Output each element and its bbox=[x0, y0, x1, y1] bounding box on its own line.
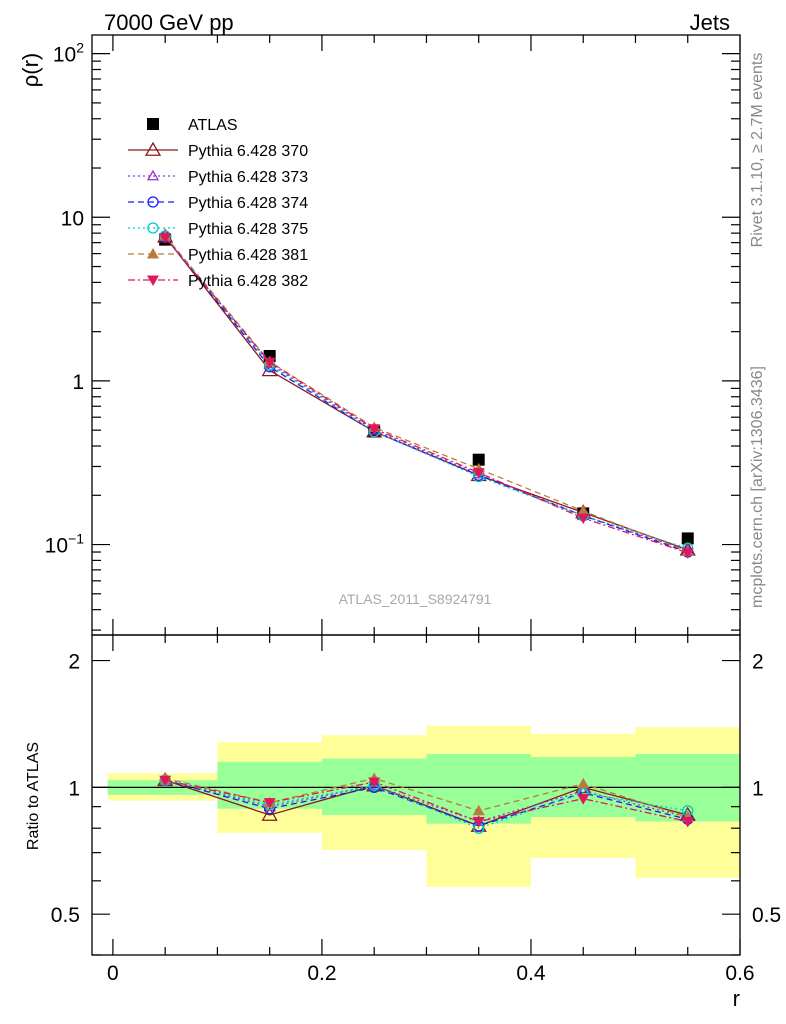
main-axes-group: 10−1 1 10 102 bbox=[45, 35, 741, 635]
ratio-point-pythia-6-428-382 bbox=[577, 794, 590, 805]
legend-label-pythia-6-428-381: Pythia 6.428 381 bbox=[188, 247, 308, 264]
ratio-x-tick-label: 0 bbox=[107, 962, 119, 985]
ratio-y-tick-label: 2 bbox=[68, 651, 80, 674]
ratio-x-tick-label: 0.6 bbox=[725, 962, 754, 985]
ratio-series-group bbox=[157, 771, 696, 834]
main-line-pythia-6-428-375 bbox=[164, 235, 688, 549]
legend-marker-pythia-6-428-374 bbox=[147, 196, 159, 208]
main-y-axis-label: ρ(r) bbox=[18, 53, 43, 88]
legend-marker-pythia-6-428-381 bbox=[147, 248, 159, 259]
main-point-pythia-6-428-382 bbox=[681, 548, 694, 559]
legend-marker-atlas bbox=[147, 118, 159, 130]
legend-entry-pythia-6-428-382: Pythia 6.428 382 bbox=[128, 273, 308, 290]
legend-marker-pythia-6-428-370 bbox=[144, 141, 162, 156]
legend-label-pythia-6-428-382: Pythia 6.428 382 bbox=[188, 273, 308, 290]
legend-entry-pythia-6-428-381: Pythia 6.428 381 bbox=[128, 247, 308, 264]
main-point-pythia-6-428-382 bbox=[472, 468, 485, 479]
analysis-watermark: ATLAS_2011_S8924791 bbox=[339, 591, 492, 607]
legend-marker-pythia-6-428-382 bbox=[147, 275, 159, 286]
ratio-y-tick-label-right: 0.5 bbox=[752, 904, 781, 927]
main-line-pythia-6-428-382 bbox=[164, 237, 688, 554]
main-point-pythia-6-428-382 bbox=[368, 424, 381, 435]
ratio-line-pythia-6-428-370 bbox=[164, 779, 688, 827]
legend-label-atlas: ATLAS bbox=[188, 117, 238, 134]
ratio-x-tick-label: 0.2 bbox=[307, 962, 336, 985]
ratio-point-pythia-6-428-381 bbox=[577, 777, 590, 789]
main-point-pythia-6-428-381 bbox=[577, 505, 590, 516]
main-series-group bbox=[157, 228, 696, 559]
main-y-tick-label: 10 bbox=[61, 207, 84, 230]
ratio-axes-group: 0.5 0.5 1 1 2 2 0 0.2 0.4 0.6 bbox=[51, 635, 781, 985]
ratio-point-pythia-6-428-382 bbox=[472, 816, 485, 828]
main-line-pythia-6-428-374 bbox=[164, 236, 688, 553]
ratio-point-pythia-6-428-382 bbox=[368, 777, 381, 788]
header-left: 7000 GeV pp bbox=[104, 10, 234, 35]
ratio-x-tick-label: 0.4 bbox=[516, 962, 546, 985]
ratio-point-pythia-6-428-370 bbox=[261, 806, 278, 821]
main-point-atlas bbox=[472, 453, 485, 466]
main-line-pythia-6-428-381 bbox=[164, 235, 688, 552]
legend-marker-pythia-6-428-375 bbox=[147, 222, 159, 234]
ratio-line-pythia-6-428-373 bbox=[165, 779, 688, 823]
ratio-y-tick-label-right: 1 bbox=[752, 777, 764, 800]
ratio-y-tick-label-right: 2 bbox=[752, 651, 764, 674]
ratio-line-pythia-6-428-381 bbox=[165, 777, 688, 818]
rivet-version-label: Rivet 3.1.10, ≥ 2.7M events bbox=[749, 53, 766, 248]
ratio-line-pythia-6-428-374 bbox=[165, 779, 688, 827]
legend-entry-atlas: ATLAS bbox=[147, 117, 238, 134]
ratio-y-axis-label: Ratio to ATLAS bbox=[25, 742, 42, 850]
main-point-atlas bbox=[681, 532, 694, 545]
ratio-point-pythia-6-428-381 bbox=[472, 804, 485, 816]
legend: ATLAS Pythia 6.428 370 Pythia 6.428 373 Pyt… bbox=[128, 117, 308, 290]
legend-label-pythia-6-428-375: Pythia 6.428 375 bbox=[188, 221, 308, 238]
legend-label-pythia-6-428-370: Pythia 6.428 370 bbox=[188, 143, 308, 160]
legend-entry-pythia-6-428-370: Pythia 6.428 370 bbox=[128, 141, 308, 160]
main-point-pythia-6-428-382 bbox=[577, 513, 590, 525]
legend-label-pythia-6-428-374: Pythia 6.428 374 bbox=[188, 195, 308, 212]
ratio-point-pythia-6-428-373 bbox=[368, 779, 381, 790]
mcplots-label: mcplots.cern.ch [arXiv:1306.3436] bbox=[749, 366, 766, 608]
main-y-tick-label: 10−1 bbox=[45, 531, 85, 558]
main-point-pythia-6-428-382 bbox=[159, 233, 172, 244]
ratio-point-pythia-6-428-382 bbox=[681, 816, 694, 828]
legend-entry-pythia-6-428-373: Pythia 6.428 373 bbox=[128, 169, 308, 186]
ratio-series-pythia-6-428-382 bbox=[159, 775, 694, 828]
legend-label-pythia-6-428-373: Pythia 6.428 373 bbox=[188, 169, 308, 186]
main-point-pythia-6-428-382 bbox=[263, 357, 276, 369]
ratio-point-pythia-6-428-382 bbox=[159, 775, 172, 787]
main-y-tick-label: 102 bbox=[53, 40, 84, 67]
ratio-x-axis-label: r bbox=[733, 986, 740, 1011]
legend-marker-pythia-6-428-373 bbox=[146, 169, 160, 181]
ratio-point-pythia-6-428-382 bbox=[263, 798, 276, 809]
legend-entry-pythia-6-428-375: Pythia 6.428 375 bbox=[128, 221, 308, 238]
main-y-tick-label: 1 bbox=[72, 371, 84, 394]
ratio-panel-frame bbox=[91, 634, 741, 956]
header-right: Jets bbox=[690, 10, 730, 35]
main-series-pythia-6-428-382 bbox=[159, 233, 694, 559]
ratio-y-tick-label: 0.5 bbox=[51, 904, 80, 927]
ratio-y-tick-label: 1 bbox=[68, 777, 80, 800]
legend-entry-pythia-6-428-374: Pythia 6.428 374 bbox=[128, 195, 308, 212]
